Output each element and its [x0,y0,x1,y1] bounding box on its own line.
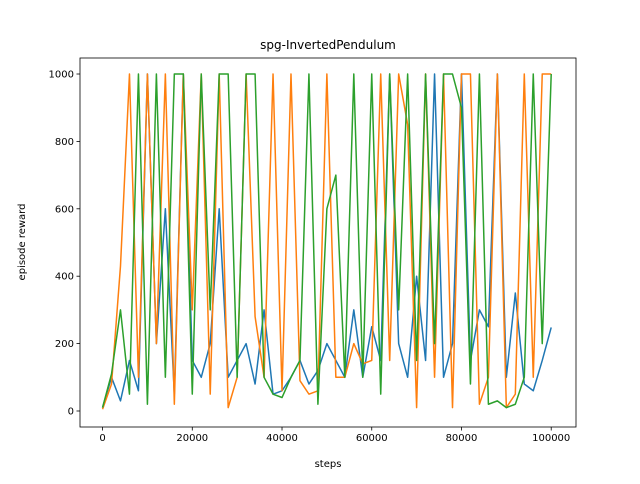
y-tick-label: 1000 [49,70,74,81]
plot-frame [79,57,577,428]
y-tick-label: 800 [55,137,74,148]
x-tick-label: 20000 [176,433,208,444]
x-tick-label: 80000 [446,433,478,444]
y-tick-label: 600 [55,204,74,215]
series-line [101,73,552,409]
y-tick-label: 0 [68,406,74,417]
y-tick-label: 400 [55,272,74,283]
series-line [101,73,552,410]
x-tick-label: 40000 [266,433,298,444]
y-tick-label: 200 [55,339,74,350]
chart-title: spg-InvertedPendulum [260,38,396,52]
x-axis-label: steps [315,459,342,470]
x-tick-label: 100000 [532,433,570,444]
x-tick-label: 60000 [356,433,388,444]
x-tick-label: 0 [99,433,105,444]
y-axis-label: episode reward [17,204,28,281]
